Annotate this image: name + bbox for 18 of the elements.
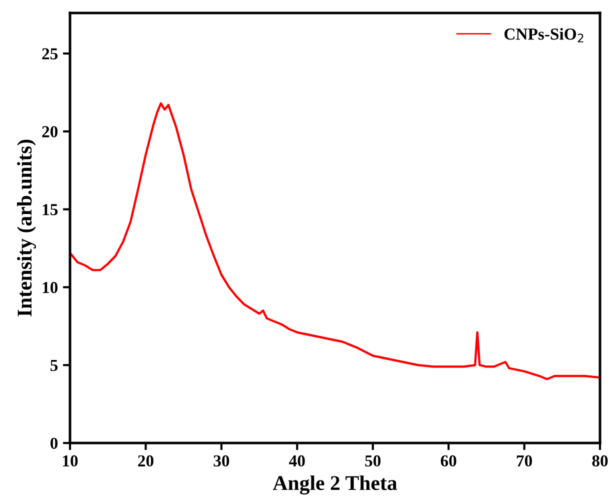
x-tick-label: 70 bbox=[516, 455, 532, 467]
y-tick-label: 15 bbox=[42, 204, 58, 216]
x-tick-label: 30 bbox=[214, 455, 230, 467]
y-tick-label: 25 bbox=[42, 48, 58, 60]
x-tick-label: 80 bbox=[592, 455, 608, 467]
x-tick-label: 10 bbox=[63, 455, 78, 467]
y-tick-label: 10 bbox=[42, 282, 58, 294]
y-tick-label: 5 bbox=[50, 360, 58, 372]
x-tick-label: 40 bbox=[289, 455, 305, 467]
y-tick-label: 0 bbox=[50, 438, 58, 449]
x-axis-title: Angle 2 Theta bbox=[272, 475, 397, 495]
legend-label: CNPs-SiO$_{2}$ bbox=[504, 28, 584, 42]
x-tick-label: 60 bbox=[440, 455, 456, 467]
x-tick-label: 50 bbox=[365, 455, 381, 467]
x-tick-label: 20 bbox=[138, 455, 154, 467]
y-tick-label: 20 bbox=[42, 126, 58, 138]
line-series bbox=[70, 102, 600, 380]
y-axis-title: Intensity (arb.units) bbox=[17, 140, 36, 316]
